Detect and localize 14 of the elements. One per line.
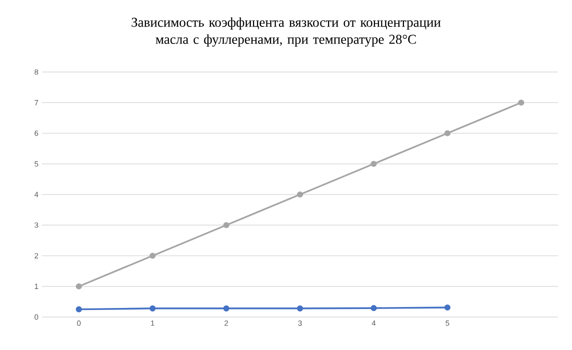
point: [444, 130, 450, 136]
point: [150, 252, 156, 259]
point: [296, 305, 304, 312]
point: [444, 304, 450, 311]
point: [518, 100, 524, 106]
point: [223, 305, 230, 312]
point: [223, 222, 230, 228]
point: [370, 305, 377, 312]
point: [76, 283, 82, 290]
chart-title: Зависимость коэффицента вязкости от концентрации масла с фуллеренами, при температуре 28°C: [132, 17, 441, 47]
point: [76, 306, 82, 312]
point: [150, 305, 156, 312]
point: [296, 191, 304, 198]
point: [370, 160, 377, 167]
